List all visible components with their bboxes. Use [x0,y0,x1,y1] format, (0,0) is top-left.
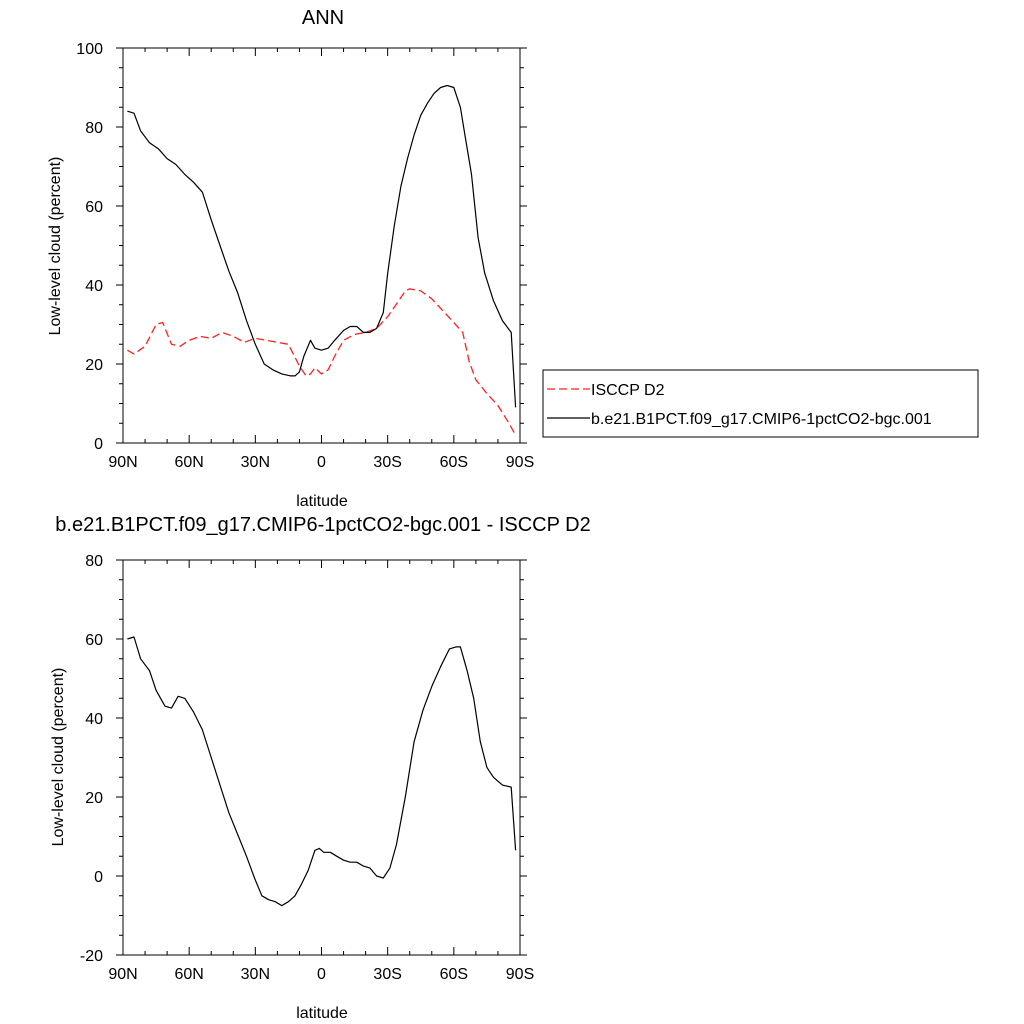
top-axis-tick-labels: 90N 60N 30N 0 30S 60S 90S 0 20 40 60 80 100 [76,41,534,471]
bottom-panel: b.e21.B1PCT.f09_g17.CMIP6-1pctCO2-bgc.00… [50,514,591,1022]
series-line-isccp-d2 [127,288,517,436]
series-line-model [127,84,517,408]
x-tick-label: 30S [373,454,401,471]
top-x-axis-label: latitude [296,493,348,510]
y-tick-label: 40 [85,711,103,728]
legend-label-isccp: ISCCP D2 [591,382,665,399]
y-tick-label: 60 [85,632,103,649]
x-tick-label: 90S [506,454,534,471]
x-tick-label: 0 [317,454,326,471]
top-panel: ANN 90N 60N 30N 0 30S 60S 90S 0 20 40 60 80 100 lati… [47,7,534,510]
bottom-y-axis-label: Low-level cloud (percent) [50,668,67,847]
y-tick-label: 80 [85,553,103,570]
series-line-difference [127,636,517,907]
bottom-series-lines [127,636,517,907]
y-tick-label: 40 [85,278,103,295]
y-tick-label: 60 [85,199,103,216]
top-axis-ticks [116,47,527,444]
x-tick-label: 30N [241,966,270,983]
bottom-axis-tick-labels: 90N 60N 30N 0 30S 60S 90S -20 0 20 40 60 80 [80,553,534,983]
x-tick-label: 60S [440,966,468,983]
bottom-axis-ticks [116,559,527,956]
bottom-chart-title: b.e21.B1PCT.f09_g17.CMIP6-1pctCO2-bgc.00… [55,514,590,536]
top-y-axis-label: Low-level cloud (percent) [47,157,64,336]
y-tick-label: 0 [94,436,103,453]
y-tick-label: 20 [85,790,103,807]
y-tick-label: -20 [80,948,103,965]
y-tick-label: 100 [76,41,103,58]
y-tick-label: 80 [85,120,103,137]
x-tick-label: 90N [108,454,137,471]
x-tick-label: 30S [373,966,401,983]
x-tick-label: 60N [174,966,203,983]
bottom-x-axis-label: latitude [296,1005,348,1022]
y-tick-label: 0 [94,869,103,886]
x-tick-label: 90S [506,966,534,983]
legend: ISCCP D2 b.e21.B1PCT.f09_g17.CMIP6-1pctC… [542,369,979,438]
top-chart-title: ANN [302,7,344,29]
top-series-lines [127,84,517,436]
x-tick-label: 90N [108,966,137,983]
legend-label-model: b.e21.B1PCT.f09_g17.CMIP6-1pctCO2-bgc.00… [591,411,932,428]
x-tick-label: 60N [174,454,203,471]
x-tick-label: 60S [440,454,468,471]
bottom-plot-frame [122,559,521,956]
y-tick-label: 20 [85,357,103,374]
x-tick-label: 0 [317,966,326,983]
legend-box [542,369,979,438]
x-tick-label: 30N [241,454,270,471]
